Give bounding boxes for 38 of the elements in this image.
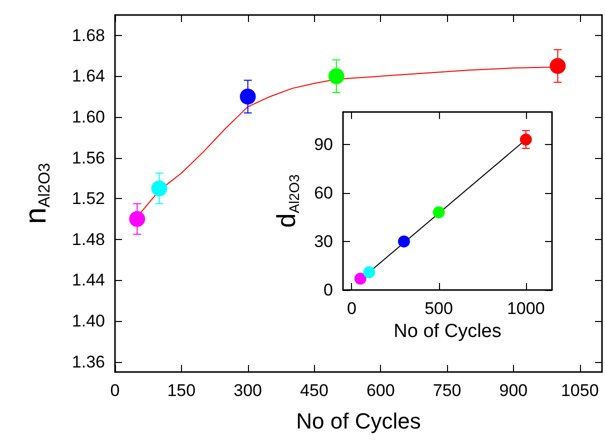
x-tick-label: 450 [300,381,328,400]
point [550,58,566,74]
y-tick-label: 1.68 [72,26,105,45]
y-tick-label: 1.36 [72,352,105,372]
x-tick-label: 0 [110,381,120,400]
y-tick-label: 1.64 [72,66,105,86]
point [129,211,146,227]
y-axis-title: dAl2O3 [271,174,302,228]
point [363,266,376,278]
y-tick-label: 1.56 [72,148,105,168]
point [328,68,344,84]
x-tick-label: 150 [167,381,196,400]
y-tick-label: 1.52 [72,189,105,208]
y-tick-label: 1.60 [72,108,105,126]
x-tick-label: 750 [432,381,462,400]
y-tick-label: 1.40 [72,312,105,330]
x-tick-label: 900 [499,381,528,400]
y-axis-title: nAl2O3 [20,162,54,224]
x-tick-label: 600 [366,381,395,400]
y-tick-label: 30 [314,232,333,251]
point [151,180,168,196]
x-tick-label: 300 [234,381,262,400]
y-tick-label: 0 [324,280,333,300]
point [240,88,256,105]
x-tick-label: 1050 [560,381,599,400]
point [398,235,410,248]
point [520,134,532,146]
point [432,206,445,218]
x-axis-title: No of Cycles [296,408,421,434]
point [354,272,366,285]
y-tick-label: 1.44 [72,270,105,290]
y-tick-label: 1.48 [72,230,105,249]
x-axis-title: No of Cycles [394,320,502,342]
y-tick-label: 90 [314,134,333,154]
x-tick-label: 0 [346,299,356,318]
y-tick-label: 60 [314,183,333,202]
x-tick-label: 500 [424,299,453,318]
x-tick-label: 1000 [506,299,545,318]
